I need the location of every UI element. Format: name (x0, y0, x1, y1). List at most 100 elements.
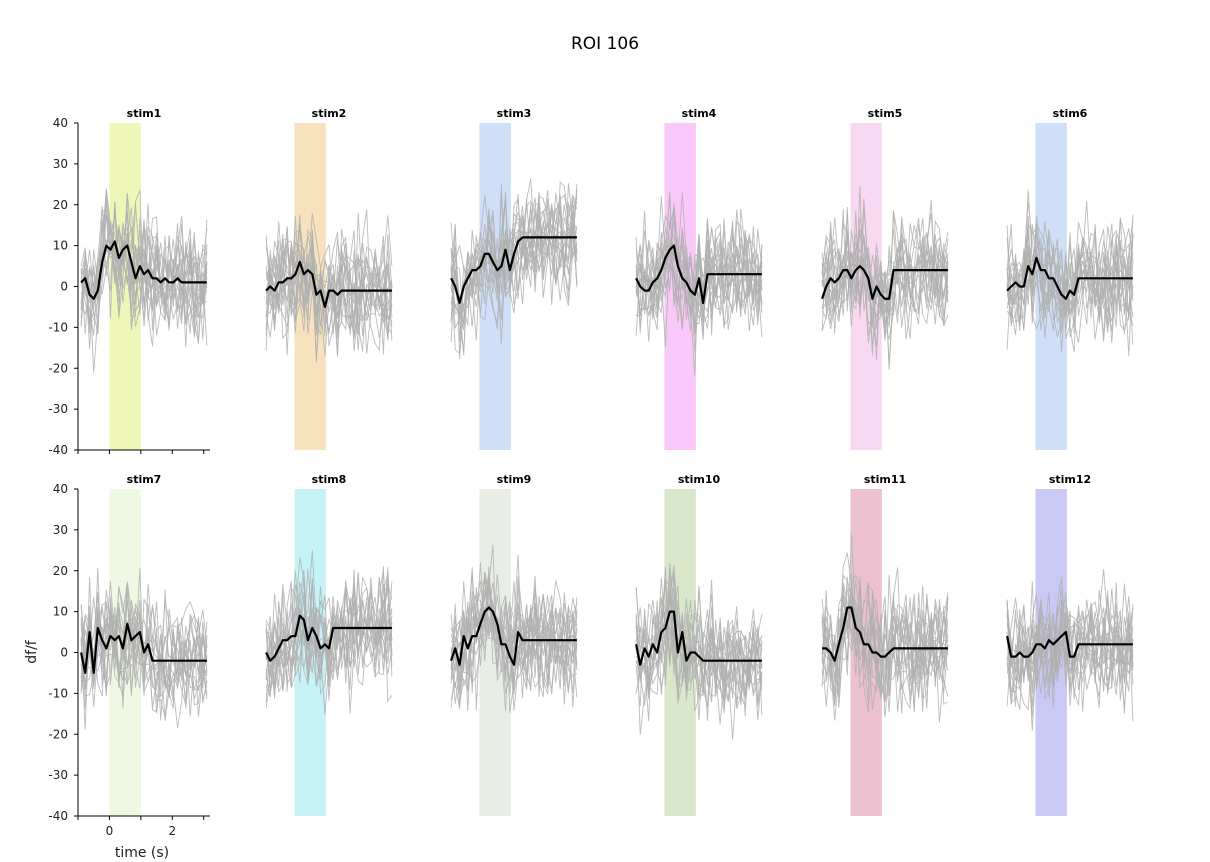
trial-trace (80, 581, 208, 728)
trial-traces (635, 562, 763, 740)
y-tick-label: 10 (53, 605, 68, 619)
trial-trace (821, 217, 949, 328)
y-axis-label: df/f (24, 639, 40, 664)
trial-trace (635, 587, 763, 717)
trial-trace (635, 209, 763, 337)
trial-trace (1006, 244, 1134, 357)
trial-traces (450, 178, 578, 360)
y-tick-label: 20 (53, 198, 68, 212)
trial-trace (80, 597, 208, 697)
panel-stim8: stim8 (265, 473, 393, 816)
mean-trace (80, 622, 207, 675)
trial-trace (635, 598, 763, 703)
trial-trace (821, 209, 949, 338)
panel-title: stim11 (864, 473, 906, 486)
panel-title: stim10 (678, 473, 721, 486)
trial-trace (450, 189, 578, 345)
y-tick-label: 40 (53, 116, 68, 130)
panel-title: stim12 (1049, 473, 1091, 486)
mean-trace (822, 606, 948, 662)
panel-title: stim6 (1053, 107, 1088, 120)
mean-trace (821, 265, 948, 300)
trial-trace (635, 225, 763, 331)
trial-traces (265, 549, 393, 716)
trial-trace (635, 191, 763, 332)
y-tick-label: 30 (53, 157, 68, 171)
trial-trace (265, 573, 393, 703)
trial-trace (821, 574, 949, 713)
y-tick-label: -30 (48, 402, 68, 416)
mean-trace (635, 244, 762, 304)
panel-stim6: stim6 (1006, 107, 1134, 450)
trial-trace (265, 226, 393, 337)
panel-title: stim3 (497, 107, 532, 120)
panel-stim11: stim11 (821, 473, 949, 816)
panel-title: stim9 (497, 473, 532, 486)
panel-title: stim7 (127, 473, 162, 486)
trial-trace (1006, 224, 1134, 339)
trial-trace (1006, 228, 1134, 336)
trial-trace (1006, 224, 1134, 338)
trial-trace (450, 590, 578, 708)
figure-title: ROI 106 (571, 34, 639, 54)
trial-trace (1006, 214, 1134, 338)
panel-stim2: stim2 (265, 107, 393, 450)
trial-trace (1006, 582, 1134, 731)
y-tick-label: 0 (60, 280, 68, 294)
panel-stim1: stim1 -40 -30 -20 -10 0 10 20 30 40 (48, 107, 210, 457)
mean-trace (450, 606, 577, 666)
trial-trace (265, 214, 393, 330)
trial-trace (265, 576, 393, 675)
trial-trace (821, 594, 949, 691)
panel-title: stim2 (312, 107, 347, 120)
trial-trace (1006, 228, 1134, 350)
y-tick-label: 30 (53, 523, 68, 537)
panel-stim3: stim3 (450, 107, 578, 450)
panel-title: stim8 (312, 473, 347, 486)
panel-stim4: stim4 (635, 107, 763, 450)
trial-traces (450, 544, 578, 713)
panel-title: stim4 (682, 107, 717, 120)
y-tick-label: 0 (60, 646, 68, 660)
y-tick-label: -40 (48, 809, 68, 823)
panel-stim7: stim7 -40 -30 -20 -10 0 10 20 30 40 0 2 (48, 473, 210, 838)
trial-trace (1006, 577, 1134, 707)
trial-trace (450, 193, 578, 360)
trial-trace (821, 552, 949, 707)
trial-trace (821, 576, 949, 712)
trial-trace (450, 197, 578, 330)
y-tick-label: -20 (48, 361, 68, 375)
trial-trace (1006, 590, 1134, 711)
panel-stim9: stim9 (450, 473, 578, 816)
panel-stim5: stim5 (821, 107, 949, 450)
y-tick-label: -40 (48, 443, 68, 457)
trial-trace (450, 200, 578, 294)
trial-trace (80, 212, 208, 334)
trial-trace (635, 218, 763, 318)
panel-title: stim1 (127, 107, 162, 120)
trial-trace (265, 213, 393, 337)
x-tick-label: 2 (168, 824, 176, 838)
mean-trace (450, 236, 577, 304)
y-tick-label: 10 (53, 239, 68, 253)
trial-trace (1006, 189, 1134, 344)
trial-trace (80, 189, 208, 335)
y-tick-label: -10 (48, 686, 68, 700)
trial-trace (1006, 588, 1134, 692)
mean-trace (1006, 256, 1133, 300)
panel-stim12: stim12 (1006, 473, 1134, 816)
trial-traces (265, 209, 393, 363)
trial-trace (450, 203, 578, 342)
trial-traces (80, 188, 208, 373)
trial-trace (265, 568, 393, 693)
y-tick-label: -30 (48, 768, 68, 782)
panel-stim10: stim10 (635, 473, 763, 816)
trial-trace (635, 194, 763, 334)
trial-trace (635, 575, 763, 707)
mean-trace (635, 610, 762, 666)
trial-trace (80, 205, 208, 321)
trial-trace (80, 189, 208, 326)
trial-trace (265, 253, 393, 332)
trial-trace (265, 253, 393, 356)
trial-trace (635, 564, 763, 703)
